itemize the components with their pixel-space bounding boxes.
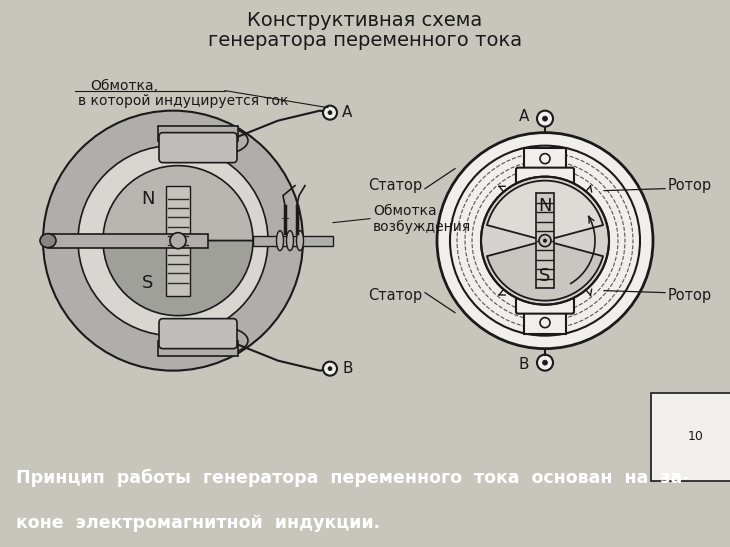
Text: Обмотка: Обмотка xyxy=(373,203,437,218)
Circle shape xyxy=(450,146,640,336)
Ellipse shape xyxy=(188,327,248,354)
Text: B: B xyxy=(518,357,529,372)
Text: N: N xyxy=(141,190,155,208)
Wedge shape xyxy=(487,241,603,301)
Text: S: S xyxy=(142,274,154,292)
Text: Ротор: Ротор xyxy=(668,178,712,193)
Text: B: B xyxy=(342,361,353,376)
FancyBboxPatch shape xyxy=(516,167,574,185)
Text: возбуждения: возбуждения xyxy=(373,219,472,234)
Circle shape xyxy=(43,110,303,371)
Circle shape xyxy=(540,154,550,164)
Circle shape xyxy=(542,116,548,121)
Bar xyxy=(536,193,554,288)
Circle shape xyxy=(537,354,553,371)
Ellipse shape xyxy=(277,231,283,251)
FancyBboxPatch shape xyxy=(516,295,574,313)
Circle shape xyxy=(437,132,653,348)
Circle shape xyxy=(328,110,332,115)
Text: N: N xyxy=(538,196,552,214)
Circle shape xyxy=(328,366,332,371)
Polygon shape xyxy=(158,341,238,356)
Wedge shape xyxy=(487,181,603,241)
Polygon shape xyxy=(158,126,238,141)
Circle shape xyxy=(539,235,551,247)
Ellipse shape xyxy=(40,234,56,248)
Text: Статор: Статор xyxy=(368,288,422,303)
Bar xyxy=(48,234,208,248)
Circle shape xyxy=(481,177,609,305)
Text: генератора переменного тока: генератора переменного тока xyxy=(208,31,522,50)
Text: Статор: Статор xyxy=(368,178,422,193)
Circle shape xyxy=(542,360,548,365)
Wedge shape xyxy=(103,241,253,316)
Circle shape xyxy=(170,232,186,249)
Wedge shape xyxy=(103,166,253,241)
FancyBboxPatch shape xyxy=(159,319,237,348)
Circle shape xyxy=(323,362,337,376)
Text: Конструктивная схема: Конструктивная схема xyxy=(247,11,483,30)
Bar xyxy=(524,312,566,334)
Circle shape xyxy=(323,106,337,120)
Text: +: + xyxy=(280,214,290,224)
Circle shape xyxy=(543,238,547,243)
Circle shape xyxy=(540,318,550,328)
Text: Принцип  работы  генератора  переменного  тока  основан  на  за-: Принцип работы генератора переменного то… xyxy=(16,469,690,487)
Text: 10: 10 xyxy=(688,430,704,443)
Ellipse shape xyxy=(286,231,293,251)
Bar xyxy=(253,236,333,246)
Text: Обмотка,: Обмотка, xyxy=(90,79,158,92)
Text: Ротор: Ротор xyxy=(668,288,712,303)
Ellipse shape xyxy=(188,127,248,155)
Text: S: S xyxy=(539,266,550,284)
Circle shape xyxy=(537,110,553,127)
Ellipse shape xyxy=(296,231,304,251)
FancyBboxPatch shape xyxy=(159,132,237,162)
Bar xyxy=(524,148,566,170)
Text: A: A xyxy=(518,109,529,124)
Text: в которой индуцируется ток: в которой индуцируется ток xyxy=(78,94,288,108)
Bar xyxy=(166,185,190,295)
Circle shape xyxy=(78,146,268,336)
Text: коне  электромагнитной  индукции.: коне электромагнитной индукции. xyxy=(16,514,380,532)
Text: A: A xyxy=(342,105,353,120)
Text: -: - xyxy=(295,214,299,224)
